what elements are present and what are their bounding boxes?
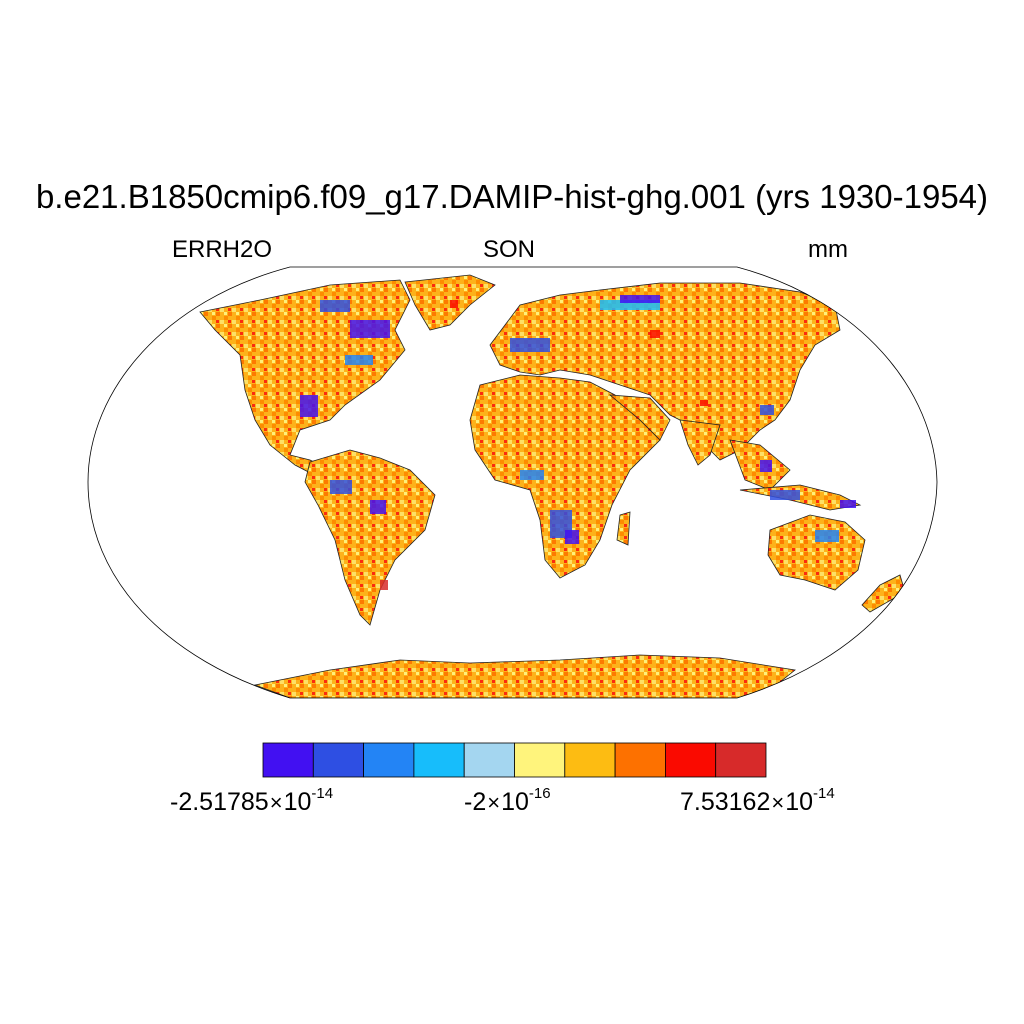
anomaly-patch (510, 338, 550, 352)
colorbar-swatch (312, 742, 364, 778)
season-label: SON (483, 236, 536, 263)
plot-title: b.e21.B1850cmip6.f09_g17.DAMIP-hist-ghg.… (35, 178, 989, 215)
india-landmass (679, 419, 721, 466)
units-label: mm (808, 236, 848, 263)
anomaly-patch (760, 460, 772, 472)
colorbar-swatch (564, 742, 616, 778)
europe-asia-landmass (489, 282, 841, 461)
colorbar-mid-label: -2×10-16 (464, 785, 551, 816)
map-boundary (87, 266, 938, 699)
variable-label: ERRH2O (172, 236, 273, 263)
anomaly-patch (760, 405, 774, 415)
colorbar-min-label: -2.51785×10-14 (170, 785, 334, 816)
australia-landmass (767, 514, 866, 591)
anomaly-patch (620, 295, 660, 303)
anomaly-patch (520, 470, 544, 480)
anomaly-patch (370, 500, 386, 514)
anomaly-patch (650, 330, 660, 338)
colorbar (262, 742, 767, 778)
colorbar-swatch (614, 742, 666, 778)
north-america-landmass (199, 279, 411, 479)
anomaly-patch (840, 500, 856, 508)
antarctica-landmass (253, 654, 796, 698)
anomaly-patch (345, 355, 373, 365)
anomaly-patch (450, 300, 458, 308)
anomaly-patch (770, 490, 800, 500)
colorbar-max-label: 7.53162×10-14 (680, 785, 835, 816)
madagascar-landmass (616, 511, 631, 546)
south-america-landmass (304, 449, 436, 626)
anomaly-patch (565, 530, 579, 544)
anomaly-patch (300, 395, 318, 417)
anomaly-patch (600, 300, 660, 310)
colorbar-swatch (514, 742, 566, 778)
colorbar-swatch (413, 742, 465, 778)
anomaly-patch (700, 400, 708, 406)
anomaly-patch (320, 300, 350, 312)
anomaly-patch (350, 320, 390, 338)
colorbar-swatch (363, 742, 415, 778)
arabia-landmass (608, 394, 671, 441)
anomaly-patch (330, 480, 352, 494)
africa-landmass (469, 374, 661, 579)
colorbar-swatch (262, 742, 314, 778)
colorbar-swatch (463, 742, 515, 778)
anomaly-patch (380, 580, 388, 590)
colorbar-swatch (715, 742, 767, 778)
new-zealand-landmass (861, 574, 906, 613)
anomaly-patch (815, 530, 839, 542)
colorbar-swatch (665, 742, 717, 778)
